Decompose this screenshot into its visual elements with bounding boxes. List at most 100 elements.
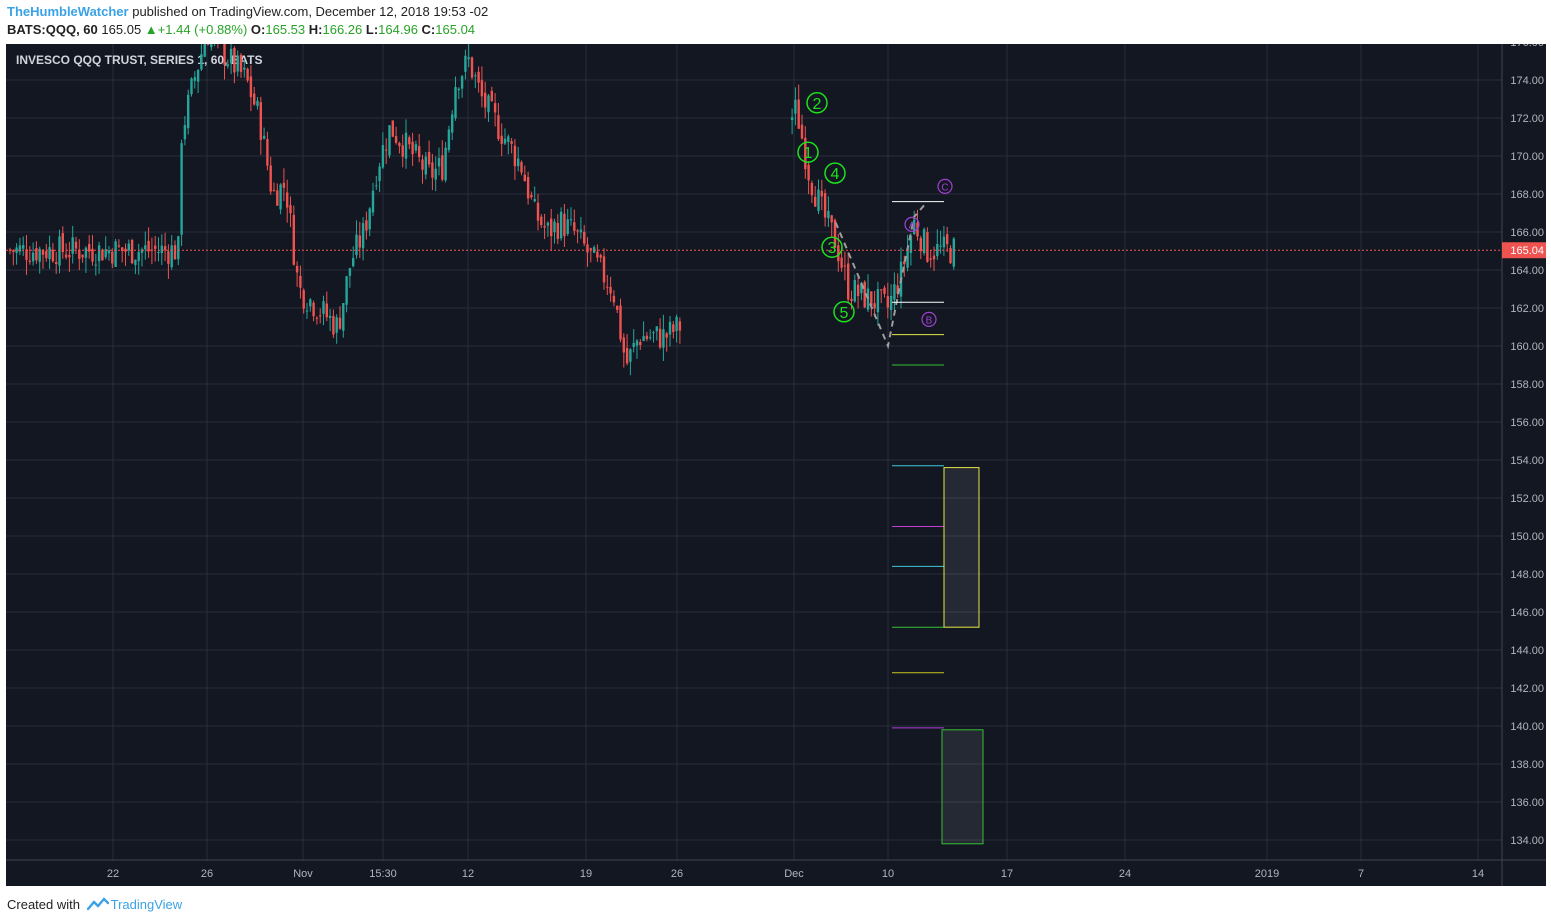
candle-body xyxy=(553,221,556,233)
candle-body xyxy=(206,44,210,46)
time-tick-label: Dec xyxy=(784,868,804,880)
target-zone xyxy=(941,729,984,845)
candle-body xyxy=(431,162,434,178)
candle-body xyxy=(922,229,926,254)
candle-body xyxy=(830,215,833,223)
candle-body xyxy=(173,245,177,260)
high-value: 166.26 xyxy=(322,22,363,37)
candle-body xyxy=(45,251,48,259)
candle-body xyxy=(883,287,886,294)
candle-body xyxy=(78,249,81,259)
candle-body xyxy=(154,245,157,249)
candle-body xyxy=(375,185,378,187)
candle-body xyxy=(365,220,368,231)
candle-body xyxy=(134,259,137,265)
candle-body xyxy=(401,145,404,157)
candle-body xyxy=(457,88,460,91)
candle-body xyxy=(655,326,658,332)
candle-body xyxy=(612,295,616,303)
last-price-tag-label: 165.04 xyxy=(1510,245,1544,257)
candle-body xyxy=(335,317,338,333)
wave-label-text: 4 xyxy=(831,166,840,183)
time-tick-label: 22 xyxy=(107,868,119,880)
candle-body xyxy=(609,287,612,294)
candle-body xyxy=(668,321,672,335)
publication-line: TheHumbleWatcher published on TradingVie… xyxy=(7,4,488,19)
price-tick-label: 150.00 xyxy=(1510,531,1544,543)
price-chart[interactable]: 176.00 174.00 172.00 170.00 168.00 166.00 164.… xyxy=(6,44,1546,886)
candle-body xyxy=(94,264,97,266)
wave-label-text: 1 xyxy=(804,145,813,162)
candle-body xyxy=(807,164,810,181)
chart-area[interactable]: 176.00 174.00 172.00 170.00 168.00 166.00 164.… xyxy=(6,44,1546,886)
footer: Created with TradingView xyxy=(0,886,1551,922)
abc-label-circle xyxy=(904,216,920,232)
candle-body xyxy=(863,281,866,308)
candle-body xyxy=(196,69,200,82)
candle-body xyxy=(873,303,876,309)
last-price-tag xyxy=(1502,242,1546,259)
candle-body xyxy=(315,317,319,319)
candle-body xyxy=(635,340,639,346)
candle-body xyxy=(523,174,526,182)
candle-body xyxy=(299,275,302,288)
candle-body xyxy=(952,238,955,267)
candle-body xyxy=(536,202,540,221)
abc-label-text: B xyxy=(926,315,933,326)
candle-body xyxy=(493,103,497,113)
candle-body xyxy=(893,284,896,300)
price-tick-label: 148.00 xyxy=(1510,569,1544,581)
candle-body xyxy=(361,223,365,249)
price-tick-label: 144.00 xyxy=(1510,645,1544,657)
candle-body xyxy=(625,347,629,364)
wave-label-text: 3 xyxy=(828,240,837,257)
candle-body xyxy=(467,57,470,60)
abc-label-text: C xyxy=(941,182,948,193)
candle-body xyxy=(790,117,794,121)
candle-body xyxy=(622,337,625,353)
price-tick-label: 142.00 xyxy=(1510,683,1544,695)
candle-body xyxy=(253,93,256,105)
candle-body xyxy=(427,152,431,165)
candle-body xyxy=(203,44,206,57)
time-tick-label: 12 xyxy=(462,868,474,880)
candle-body xyxy=(117,245,121,247)
candle-body xyxy=(74,241,78,249)
candle-body xyxy=(391,120,394,137)
candle-body xyxy=(847,263,850,300)
candle-body xyxy=(312,302,315,317)
candle-body xyxy=(18,245,22,252)
candle-body xyxy=(804,137,807,170)
candle-body xyxy=(190,78,193,95)
candle-body xyxy=(305,310,309,312)
tradingview-link[interactable]: TradingView xyxy=(110,897,183,912)
time-tick-label: 14 xyxy=(1472,868,1484,880)
wave-label-circle xyxy=(833,301,855,323)
abc-label-text: A xyxy=(909,220,916,231)
candle-body xyxy=(338,317,342,329)
candle-body xyxy=(437,158,441,167)
candle-body xyxy=(583,231,586,244)
candle-body xyxy=(840,257,843,268)
candle-body xyxy=(850,298,853,302)
candle-body xyxy=(28,260,31,262)
candle-body xyxy=(639,342,642,345)
price-tick-label: 174.00 xyxy=(1510,75,1544,87)
time-tick-label: 2019 xyxy=(1255,868,1279,880)
candle-body xyxy=(167,251,170,264)
candle-body xyxy=(408,137,411,145)
candle-body xyxy=(797,99,800,129)
candle-body xyxy=(444,147,447,181)
candle-body xyxy=(177,236,180,260)
candle-body xyxy=(563,213,566,237)
candle-body xyxy=(371,190,375,213)
author-link[interactable]: TheHumbleWatcher xyxy=(7,4,129,19)
candle-body xyxy=(378,166,381,182)
candle-body xyxy=(566,219,569,234)
candle-body xyxy=(38,248,41,262)
candle-body xyxy=(292,215,295,265)
target-zone xyxy=(943,467,980,628)
candle-body xyxy=(589,248,592,250)
open-label: O: xyxy=(250,22,266,37)
candle-body xyxy=(309,299,312,307)
